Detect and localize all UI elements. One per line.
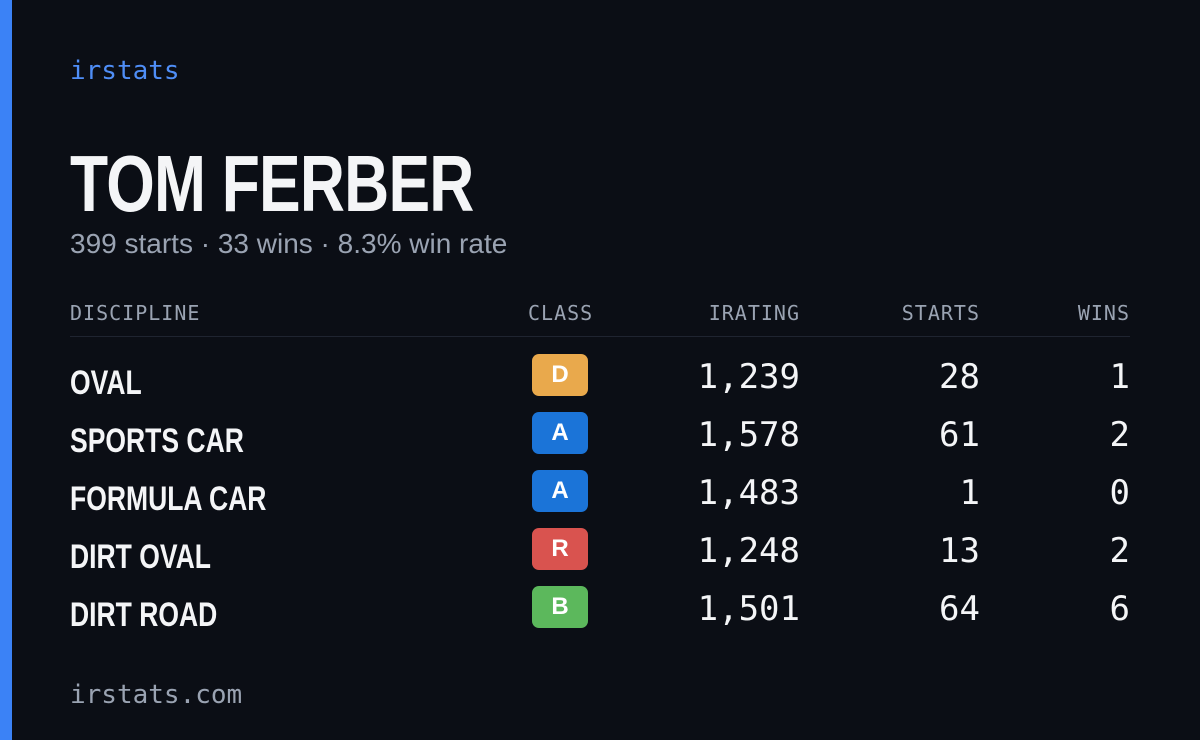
discipline: DIRT OVAL	[70, 538, 211, 576]
starts: 13	[939, 531, 980, 571]
column-header: WINS	[1077, 301, 1130, 325]
column-header: STARTS	[901, 301, 980, 325]
irating: 1,248	[697, 531, 800, 571]
wins: 1	[1109, 357, 1130, 397]
discipline: SPORTS CAR	[70, 422, 244, 460]
brand: irstats	[70, 56, 180, 86]
subtitle: 399 starts · 33 wins · 8.3% win rate	[70, 228, 508, 259]
class-badge: D	[532, 354, 588, 396]
wins: 2	[1109, 415, 1130, 455]
class-badge: B	[532, 586, 588, 628]
discipline: FORMULA CAR	[70, 480, 267, 518]
irating: 1,239	[697, 357, 800, 397]
class-badge: A	[532, 470, 588, 512]
discipline: OVAL	[70, 364, 142, 402]
irating: 1,483	[697, 473, 800, 513]
irating: 1,501	[697, 589, 800, 629]
starts: 1	[959, 473, 980, 513]
footer: irstats.com	[70, 680, 243, 710]
class-badge: R	[532, 528, 588, 570]
column-header: CLASS	[528, 301, 594, 325]
player-name: TOM FERBER	[70, 139, 474, 228]
wins: 2	[1109, 531, 1130, 571]
starts: 64	[939, 589, 980, 629]
starts: 28	[939, 357, 980, 397]
class-badge: A	[532, 412, 588, 454]
accent-bar	[0, 0, 12, 740]
header-rule	[70, 336, 1130, 337]
discipline: DIRT ROAD	[70, 596, 218, 634]
wins: 0	[1109, 473, 1130, 513]
wins: 6	[1109, 589, 1130, 629]
column-header: DISCIPLINE	[70, 301, 201, 325]
irating: 1,578	[697, 415, 800, 455]
column-header: IRATING	[708, 301, 800, 325]
starts: 61	[939, 415, 980, 455]
